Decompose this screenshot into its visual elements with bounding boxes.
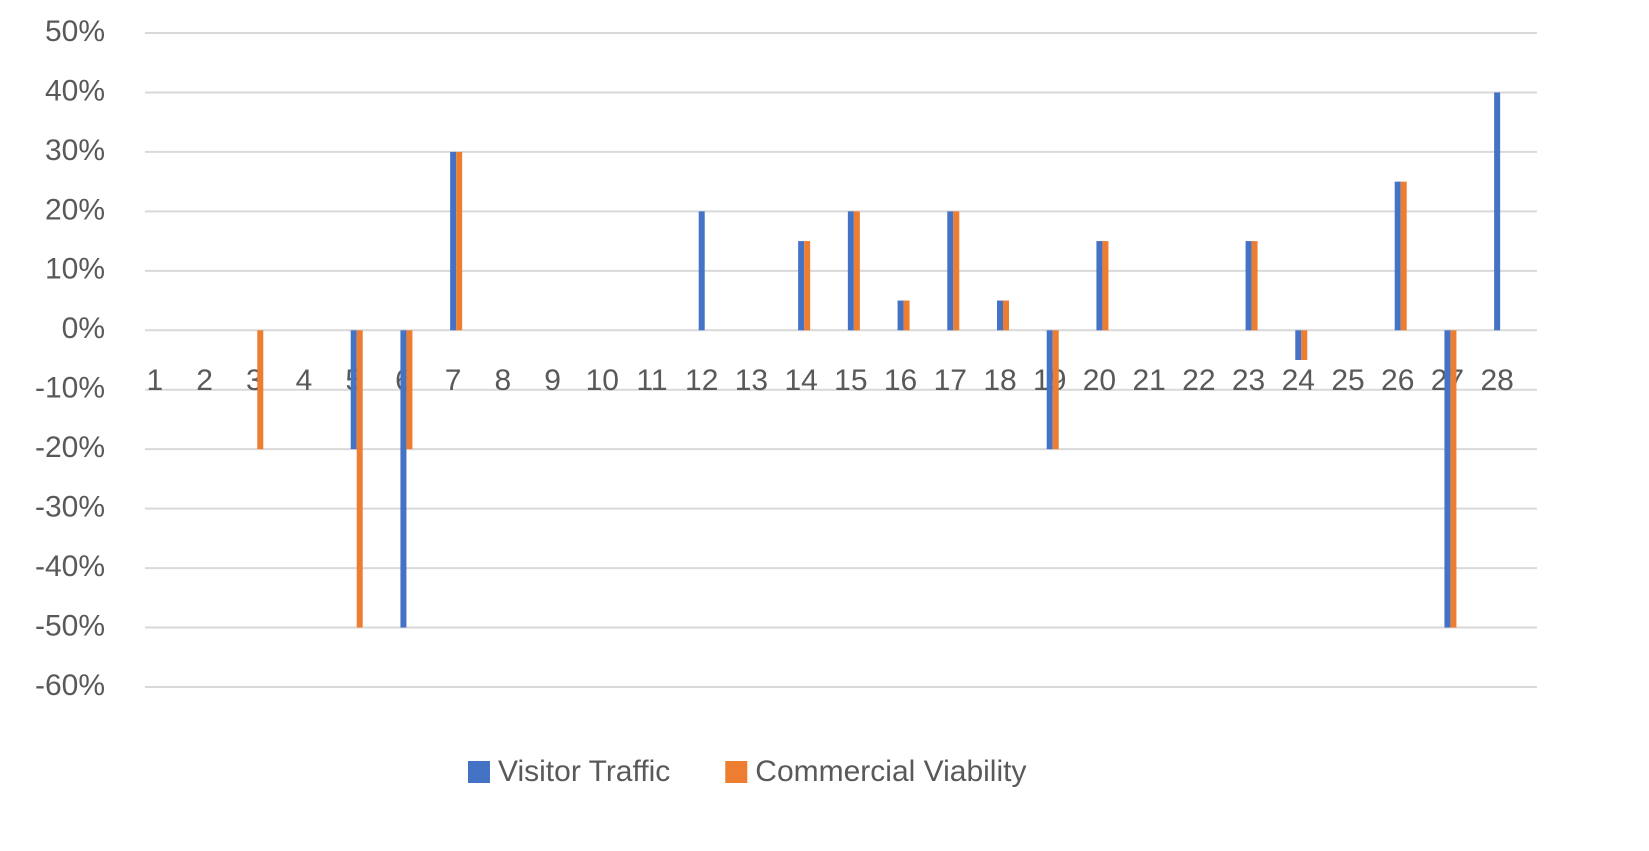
legend-label: Visitor Traffic [498, 755, 670, 788]
x-tick-label: 25 [1331, 364, 1364, 397]
bar [903, 300, 910, 331]
bar [1494, 92, 1501, 331]
bar [1245, 241, 1252, 331]
x-tick-label: 21 [1132, 364, 1165, 397]
x-tick-label: 26 [1381, 364, 1414, 397]
x-tick-label: 8 [495, 364, 512, 397]
bar [1295, 330, 1302, 360]
legend-label: Commercial Viability [755, 755, 1026, 788]
bar [698, 211, 705, 331]
y-tick-label: -20% [35, 431, 105, 464]
y-tick-label: 10% [45, 253, 105, 286]
bar [1400, 181, 1407, 331]
bar [450, 151, 457, 331]
x-tick-label: 23 [1232, 364, 1265, 397]
bar [853, 211, 860, 331]
bar [1444, 330, 1451, 628]
bar [1301, 330, 1308, 360]
bar [456, 151, 463, 331]
x-tick-label: 24 [1282, 364, 1315, 397]
y-tick-label: 40% [45, 74, 105, 107]
bar [897, 300, 904, 331]
x-tick-label: 15 [834, 364, 867, 397]
bar [350, 330, 357, 450]
bar [257, 330, 264, 450]
x-tick-label: 7 [445, 364, 462, 397]
bar [1046, 330, 1053, 450]
legend-swatch [468, 761, 490, 783]
x-tick-label: 4 [296, 364, 313, 397]
bar [356, 330, 363, 628]
bar [1102, 241, 1109, 331]
x-tick-label: 2 [196, 364, 213, 397]
bar [947, 211, 954, 331]
y-tick-label: -60% [35, 669, 105, 702]
x-tick-label: 16 [884, 364, 917, 397]
x-tick-label: 13 [735, 364, 768, 397]
bar [406, 330, 413, 450]
bar [400, 330, 407, 628]
bar [1450, 330, 1457, 628]
x-tick-label: 17 [934, 364, 967, 397]
y-tick-label: -30% [35, 491, 105, 524]
x-tick-label: 14 [784, 364, 817, 397]
y-tick-label: 20% [45, 193, 105, 226]
x-tick-label: 9 [544, 364, 561, 397]
x-tick-label: 11 [636, 364, 667, 397]
x-tick-label: 18 [983, 364, 1016, 397]
x-tick-label: 28 [1480, 364, 1513, 397]
x-tick-label: 22 [1182, 364, 1215, 397]
bar [847, 211, 854, 331]
bar [953, 211, 960, 331]
y-tick-label: -50% [35, 609, 105, 642]
bar [1003, 300, 1009, 331]
x-tick-label: 20 [1083, 364, 1116, 397]
y-tick-label: 0% [62, 312, 105, 345]
x-tick-label: 1 [147, 364, 164, 397]
y-tick-label: 30% [45, 134, 105, 167]
bar [798, 241, 805, 331]
y-tick-label: 50% [45, 15, 105, 48]
x-tick-label: 10 [586, 364, 619, 397]
legend-swatch [725, 761, 748, 783]
x-tick-label: 12 [685, 364, 718, 397]
bar [1052, 330, 1059, 450]
y-tick-label: -40% [35, 550, 105, 583]
y-tick-label: -10% [35, 372, 105, 405]
bar [1251, 241, 1258, 331]
bar [804, 241, 811, 331]
bar [1096, 241, 1103, 331]
bar [997, 300, 1003, 331]
bar [1394, 181, 1401, 331]
